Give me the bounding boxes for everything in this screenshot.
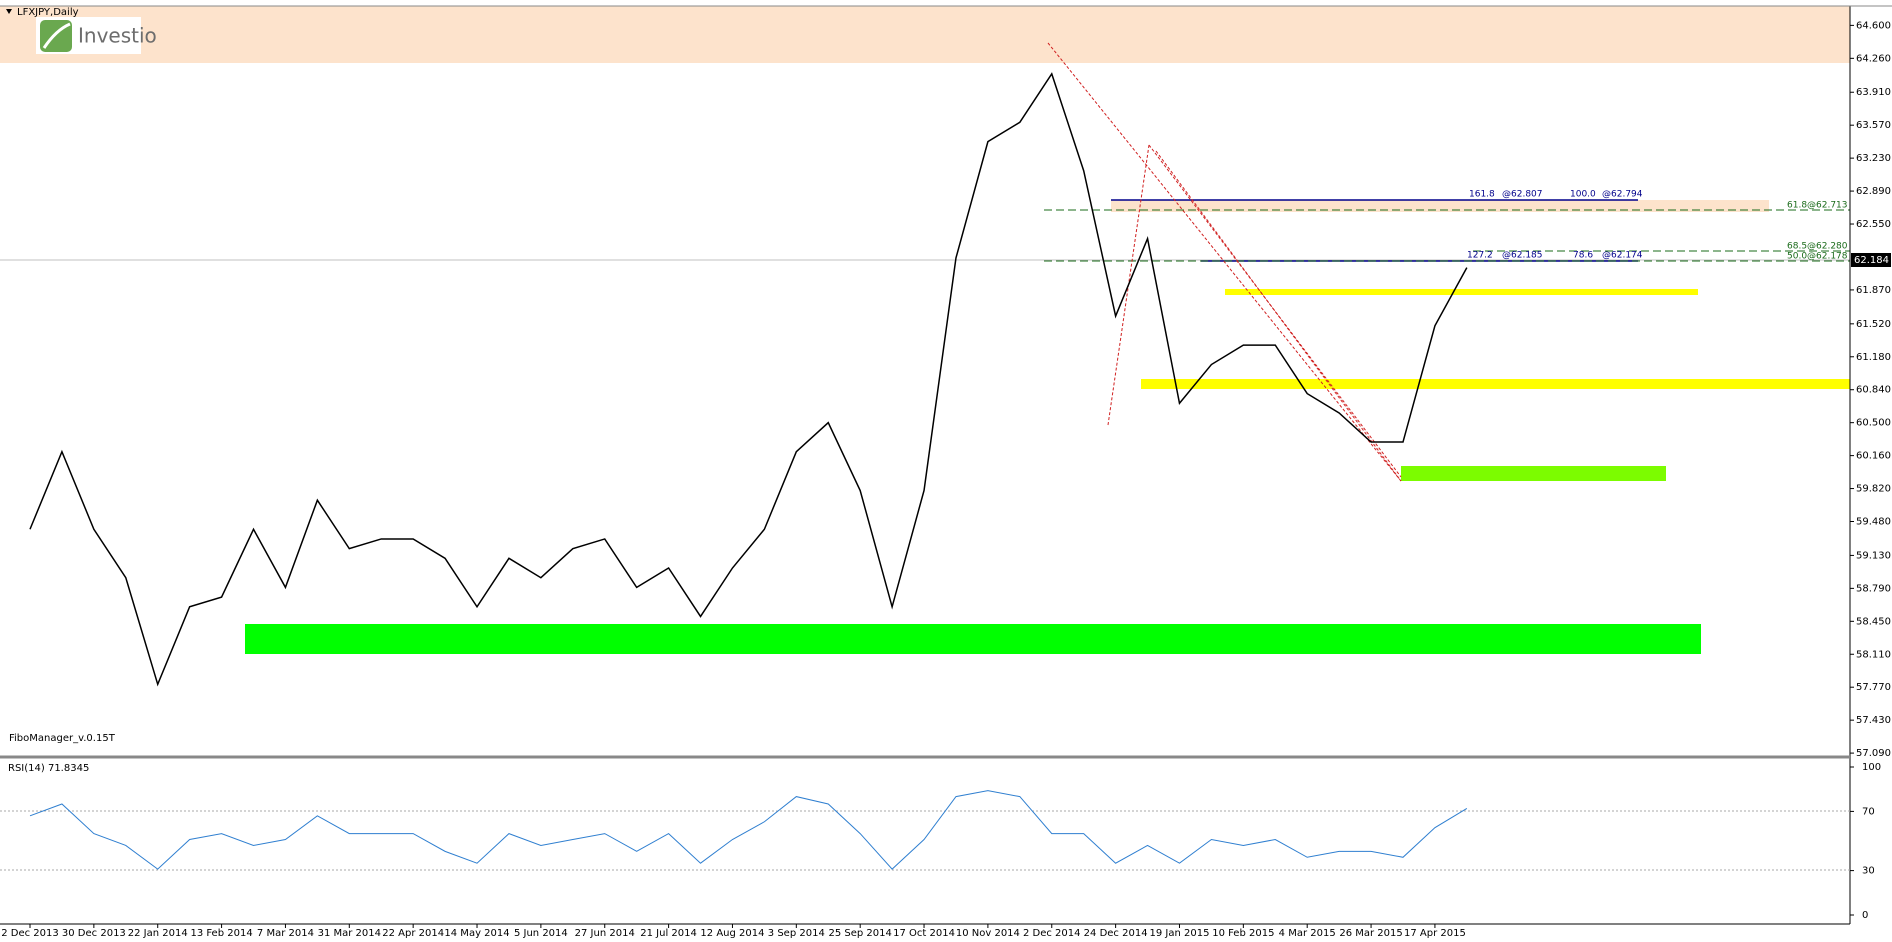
fibo-label: @62.280 bbox=[1807, 242, 1848, 252]
y-tick-label: 62.890 bbox=[1856, 186, 1891, 197]
support-zone bbox=[1225, 289, 1698, 295]
support-zone bbox=[1401, 466, 1666, 481]
y-tick-label: 59.130 bbox=[1856, 550, 1891, 561]
fibo-label: 68.5 bbox=[1787, 242, 1807, 252]
logo-mark bbox=[42, 22, 71, 49]
x-tick-label: 26 Mar 2015 bbox=[1339, 928, 1402, 939]
y-tick-label: 57.430 bbox=[1856, 715, 1891, 726]
fibo-labels: 161.8 @62.807 100.0 @62.794 61.8 @62.713… bbox=[1467, 190, 1848, 262]
fibo-label: @62.807 bbox=[1502, 190, 1543, 200]
y-tick-label: 100 bbox=[1862, 762, 1881, 773]
x-tick-label: 31 Mar 2014 bbox=[318, 928, 381, 939]
x-tick-label: 2 Dec 2013 bbox=[1, 928, 59, 939]
x-tick-label: 25 Sep 2014 bbox=[828, 928, 891, 939]
y-tick-label: 58.110 bbox=[1856, 649, 1891, 660]
price-line bbox=[29, 790, 1468, 870]
x-tick-label: 17 Oct 2014 bbox=[893, 928, 955, 939]
y-tick-label: 64.600 bbox=[1856, 20, 1891, 31]
x-tick-label: 21 Jul 2014 bbox=[640, 928, 697, 939]
fibo-label: 127.2 bbox=[1467, 251, 1493, 261]
logo-text: Investio bbox=[78, 24, 157, 48]
support-zone bbox=[1141, 379, 1850, 389]
y-tick-label: 62.550 bbox=[1856, 219, 1891, 230]
indicator-label: FiboManager_v.0.15T bbox=[9, 733, 116, 744]
x-tick-label: 2 Dec 2014 bbox=[1023, 928, 1081, 939]
x-tick-label: 3 Sep 2014 bbox=[768, 928, 825, 939]
x-tick-label: 30 Dec 2013 bbox=[62, 928, 126, 939]
y-tick-label: 60.500 bbox=[1856, 418, 1891, 429]
y-tick-label: 60.160 bbox=[1856, 451, 1891, 462]
x-tick-label: 27 Jun 2014 bbox=[575, 928, 635, 939]
x-tick-label: 4 Mar 2015 bbox=[1279, 928, 1336, 939]
support-zone bbox=[245, 624, 1701, 654]
fibo-label: 78.6 bbox=[1573, 251, 1593, 261]
fibo-zone bbox=[1111, 200, 1769, 212]
x-tick-label: 17 Apr 2015 bbox=[1404, 928, 1466, 939]
y-tick-label: 61.180 bbox=[1856, 352, 1891, 363]
x-tick-label: 19 Jan 2015 bbox=[1150, 928, 1210, 939]
x-tick-label: 5 Jun 2014 bbox=[514, 928, 568, 939]
fibo-label: @62.178 bbox=[1807, 252, 1848, 262]
price-tag bbox=[1851, 253, 1891, 267]
x-tick-label: 22 Apr 2014 bbox=[382, 928, 444, 939]
fibo-label: @62.185 bbox=[1502, 251, 1543, 261]
x-tick-label: 24 Dec 2014 bbox=[1084, 928, 1148, 939]
y-tick-label: 0 bbox=[1862, 910, 1868, 921]
x-tick-label: 7 Mar 2014 bbox=[257, 928, 314, 939]
y-tick-label: 59.820 bbox=[1856, 484, 1891, 495]
current-price: 62.184 bbox=[1854, 255, 1889, 266]
y-tick-label: 61.520 bbox=[1856, 319, 1891, 330]
y-tick-label: 30 bbox=[1862, 866, 1875, 877]
y-tick-label: 58.450 bbox=[1856, 616, 1891, 627]
fibo-label: 50.0 bbox=[1787, 252, 1807, 262]
trend-line bbox=[1155, 150, 1402, 482]
y-tick-label: 60.840 bbox=[1856, 385, 1891, 396]
x-tick-label: 12 Aug 2014 bbox=[700, 928, 764, 939]
fibo-label: @62.174 bbox=[1602, 251, 1643, 261]
y-tick-label: 57.090 bbox=[1856, 748, 1891, 759]
y-tick-label: 63.230 bbox=[1856, 153, 1891, 164]
y-tick-label: 61.870 bbox=[1856, 285, 1891, 296]
x-tick-label: 10 Feb 2015 bbox=[1212, 928, 1274, 939]
y-tick-label: 57.770 bbox=[1856, 682, 1891, 693]
chart-title: LFXJPY,Daily bbox=[17, 7, 79, 18]
trend-line bbox=[1047, 42, 1402, 482]
menu-arrow bbox=[6, 9, 12, 14]
fibo-label: @62.713 bbox=[1807, 201, 1848, 211]
y-tick-label: 63.570 bbox=[1856, 120, 1891, 131]
fibo-label: 161.8 bbox=[1469, 190, 1495, 200]
panel-title: RSI(14) 71.8345 bbox=[8, 763, 89, 774]
resistance-zone bbox=[0, 6, 1850, 63]
x-tick-label: 13 Feb 2014 bbox=[190, 928, 252, 939]
y-tick-label: 70 bbox=[1862, 806, 1875, 817]
y-tick-label: 59.480 bbox=[1856, 517, 1891, 528]
y-tick-label: 63.910 bbox=[1856, 87, 1891, 98]
x-tick-label: 14 May 2014 bbox=[444, 928, 509, 939]
fibo-label: @62.794 bbox=[1602, 190, 1643, 200]
y-tick-label: 58.790 bbox=[1856, 583, 1891, 594]
x-tick-label: 22 Jan 2014 bbox=[128, 928, 188, 939]
y-tick-label: 64.260 bbox=[1856, 53, 1891, 64]
price-line bbox=[29, 72, 1468, 687]
trend-line bbox=[1148, 144, 1402, 478]
fibo-label: 61.8 bbox=[1787, 201, 1807, 211]
fibo-label: 100.0 bbox=[1570, 190, 1596, 200]
x-tick-label: 10 Nov 2014 bbox=[956, 928, 1020, 939]
